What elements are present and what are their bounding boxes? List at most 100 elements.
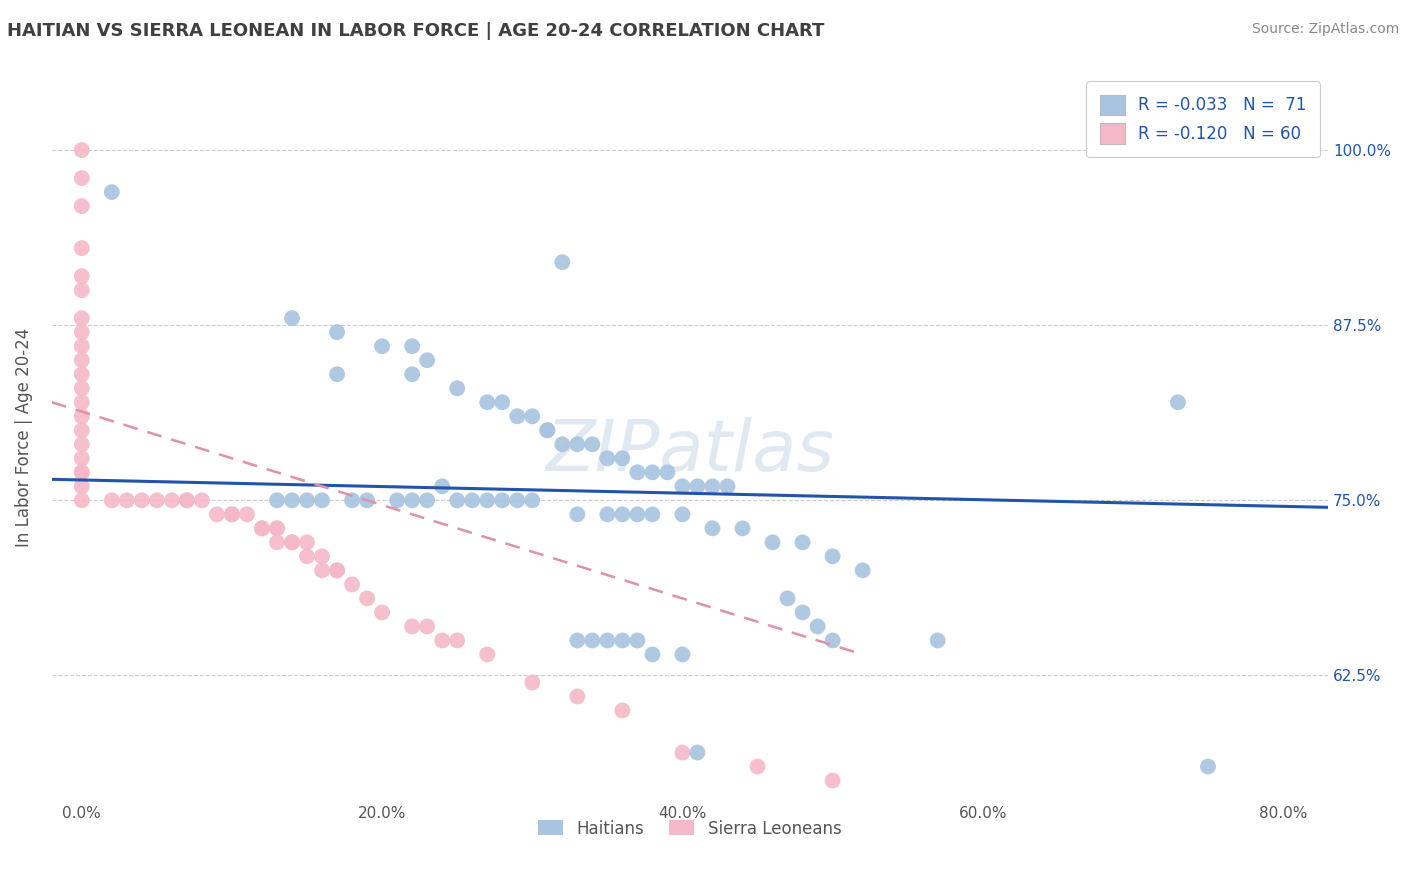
Point <box>70 395 93 409</box>
Point <box>671 479 693 493</box>
Point <box>401 493 423 508</box>
Point <box>491 395 513 409</box>
Point <box>326 563 349 577</box>
Point <box>70 423 93 437</box>
Point <box>626 465 648 479</box>
Point <box>491 493 513 508</box>
Point <box>716 479 738 493</box>
Point <box>70 325 93 339</box>
Point <box>70 479 93 493</box>
Point <box>446 633 468 648</box>
Point <box>266 535 288 549</box>
Point <box>596 508 619 522</box>
Point <box>776 591 799 606</box>
Text: Source: ZipAtlas.com: Source: ZipAtlas.com <box>1251 22 1399 37</box>
Point <box>821 549 844 564</box>
Point <box>70 368 93 382</box>
Point <box>115 493 138 508</box>
Point <box>671 508 693 522</box>
Point <box>160 493 183 508</box>
Point <box>671 648 693 662</box>
Point <box>522 493 544 508</box>
Point <box>221 508 243 522</box>
Point <box>641 648 664 662</box>
Point <box>70 353 93 368</box>
Point <box>1167 395 1189 409</box>
Point <box>266 493 288 508</box>
Point <box>70 283 93 297</box>
Point <box>747 759 769 773</box>
Point <box>356 493 378 508</box>
Point <box>266 521 288 535</box>
Point <box>551 255 574 269</box>
Point <box>567 690 589 704</box>
Point <box>416 619 439 633</box>
Point <box>311 493 333 508</box>
Point <box>641 465 664 479</box>
Point <box>281 535 304 549</box>
Point <box>581 633 603 648</box>
Point <box>281 535 304 549</box>
Point <box>686 479 709 493</box>
Point <box>567 633 589 648</box>
Point <box>612 633 634 648</box>
Point <box>205 508 228 522</box>
Point <box>806 619 828 633</box>
Point <box>371 606 394 620</box>
Point <box>295 535 318 549</box>
Point <box>612 508 634 522</box>
Point <box>326 368 349 382</box>
Point <box>101 185 124 199</box>
Point <box>506 409 529 424</box>
Point <box>536 423 558 437</box>
Point <box>176 493 198 508</box>
Point <box>567 508 589 522</box>
Point <box>70 465 93 479</box>
Point <box>686 746 709 760</box>
Point <box>326 325 349 339</box>
Point <box>70 171 93 186</box>
Point <box>101 493 124 508</box>
Point <box>581 437 603 451</box>
Point <box>356 591 378 606</box>
Point <box>266 521 288 535</box>
Point <box>430 633 453 648</box>
Point <box>567 437 589 451</box>
Point <box>821 633 844 648</box>
Text: ZIPatlas: ZIPatlas <box>546 417 834 486</box>
Point <box>176 493 198 508</box>
Point <box>250 521 273 535</box>
Point <box>70 199 93 213</box>
Point <box>446 381 468 395</box>
Point <box>612 704 634 718</box>
Point <box>70 437 93 451</box>
Point <box>702 521 724 535</box>
Point <box>340 493 363 508</box>
Point <box>461 493 484 508</box>
Point <box>131 493 153 508</box>
Point <box>792 606 814 620</box>
Point <box>852 563 875 577</box>
Point <box>596 451 619 466</box>
Point <box>551 437 574 451</box>
Point <box>70 269 93 284</box>
Legend: Haitians, Sierra Leoneans: Haitians, Sierra Leoneans <box>531 813 848 844</box>
Point <box>731 521 754 535</box>
Point <box>477 648 499 662</box>
Point <box>416 353 439 368</box>
Text: HAITIAN VS SIERRA LEONEAN IN LABOR FORCE | AGE 20-24 CORRELATION CHART: HAITIAN VS SIERRA LEONEAN IN LABOR FORCE… <box>7 22 824 40</box>
Point <box>626 633 648 648</box>
Point <box>70 451 93 466</box>
Point <box>1197 759 1219 773</box>
Point <box>371 339 394 353</box>
Point <box>70 409 93 424</box>
Point <box>446 493 468 508</box>
Point <box>657 465 679 479</box>
Point <box>191 493 214 508</box>
Point <box>146 493 169 508</box>
Point <box>522 409 544 424</box>
Point <box>671 746 693 760</box>
Point <box>311 563 333 577</box>
Point <box>326 563 349 577</box>
Y-axis label: In Labor Force | Age 20-24: In Labor Force | Age 20-24 <box>15 327 32 547</box>
